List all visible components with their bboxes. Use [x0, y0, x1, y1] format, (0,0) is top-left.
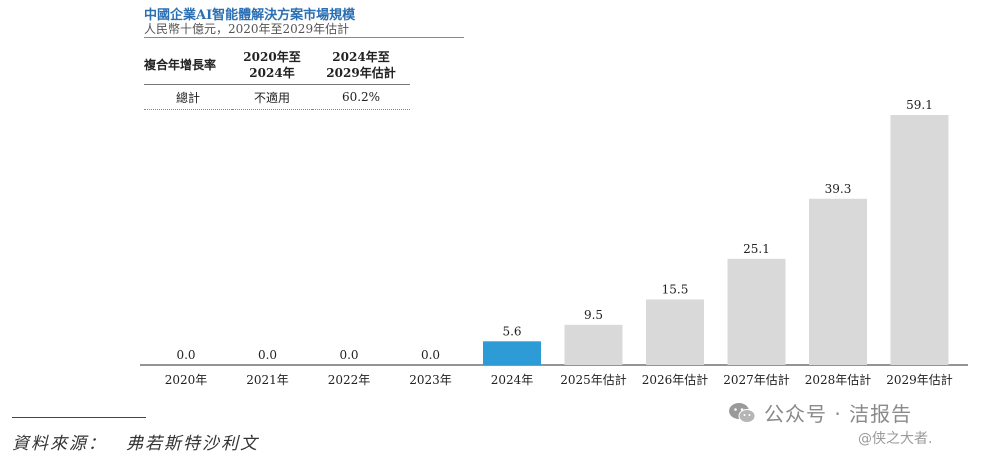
chart-subtitle: 人民幣十億元，2020年至2029年估計 — [144, 22, 350, 36]
cagr-header-row: 複合年增長率 2020年至 2024年 2024年至 2029年估計 — [144, 46, 410, 85]
bar-8 — [809, 198, 867, 365]
data-label-4: 5.6 — [502, 324, 521, 338]
data-label-0: 0.0 — [176, 348, 195, 362]
cagr-value-row: 總計 不適用 60.2% — [144, 84, 410, 110]
bar-6 — [646, 299, 704, 365]
x-tick-label-9: 2029年估計 — [886, 372, 953, 387]
data-label-9: 59.1 — [906, 98, 933, 112]
x-tick-label-6: 2026年估計 — [642, 372, 709, 387]
watermark: 公众号 · 洁报告 — [728, 398, 912, 427]
cagr-row-header: 複合年增長率 — [144, 58, 217, 72]
data-label-7: 25.1 — [743, 242, 770, 256]
cagr-col1-header: 2020年至 2024年 — [232, 46, 312, 85]
watermark-text: 公众号 · 洁报告 — [764, 402, 913, 426]
x-tick-label-4: 2024年 — [491, 373, 534, 387]
cagr-col1-value: 不適用 — [232, 84, 312, 110]
source-note: 資料來源： 弗若斯特沙利文 — [12, 434, 259, 454]
x-tick-label-5: 2025年估計 — [560, 372, 627, 387]
x-tick-label-7: 2027年估計 — [723, 372, 790, 387]
x-tick-label-2: 2022年 — [328, 373, 371, 387]
x-tick-label-8: 2028年估計 — [805, 372, 872, 387]
data-label-6: 15.5 — [662, 282, 689, 296]
cagr-col2-line1: 2024年至 — [332, 50, 390, 64]
cagr-col1-line2: 2024年 — [249, 66, 295, 80]
data-label-1: 0.0 — [258, 348, 277, 362]
bar-9 — [890, 115, 949, 365]
chart-title: 中國企業AI智能體解決方案市場規模 — [144, 8, 356, 23]
data-label-5: 9.5 — [584, 308, 603, 322]
cagr-row-label: 總計 — [144, 84, 232, 110]
bar-7 — [727, 258, 786, 365]
cagr-col2-value: 60.2% — [312, 84, 410, 110]
source-divider — [12, 417, 146, 418]
watermark-handle: @侠之大者. — [858, 431, 933, 447]
x-tick-label-3: 2023年 — [409, 373, 452, 387]
x-tick-label-0: 2020年 — [165, 373, 208, 387]
data-label-3: 0.0 — [421, 348, 440, 362]
cagr-col2-line2: 2029年估計 — [326, 66, 396, 80]
cagr-table: 複合年增長率 2020年至 2024年 2024年至 2029年估計 總計 不適… — [144, 46, 410, 110]
data-label-2: 0.0 — [339, 348, 358, 362]
data-label-8: 39.3 — [825, 182, 852, 196]
title-divider — [144, 37, 464, 38]
x-tick-label-1: 2021年 — [246, 373, 289, 387]
cagr-col1-line1: 2020年至 — [243, 50, 301, 64]
bar-4 — [483, 341, 541, 365]
wechat-icon — [728, 402, 756, 424]
bar-5 — [564, 324, 623, 365]
cagr-col2-header: 2024年至 2029年估計 — [312, 46, 410, 85]
